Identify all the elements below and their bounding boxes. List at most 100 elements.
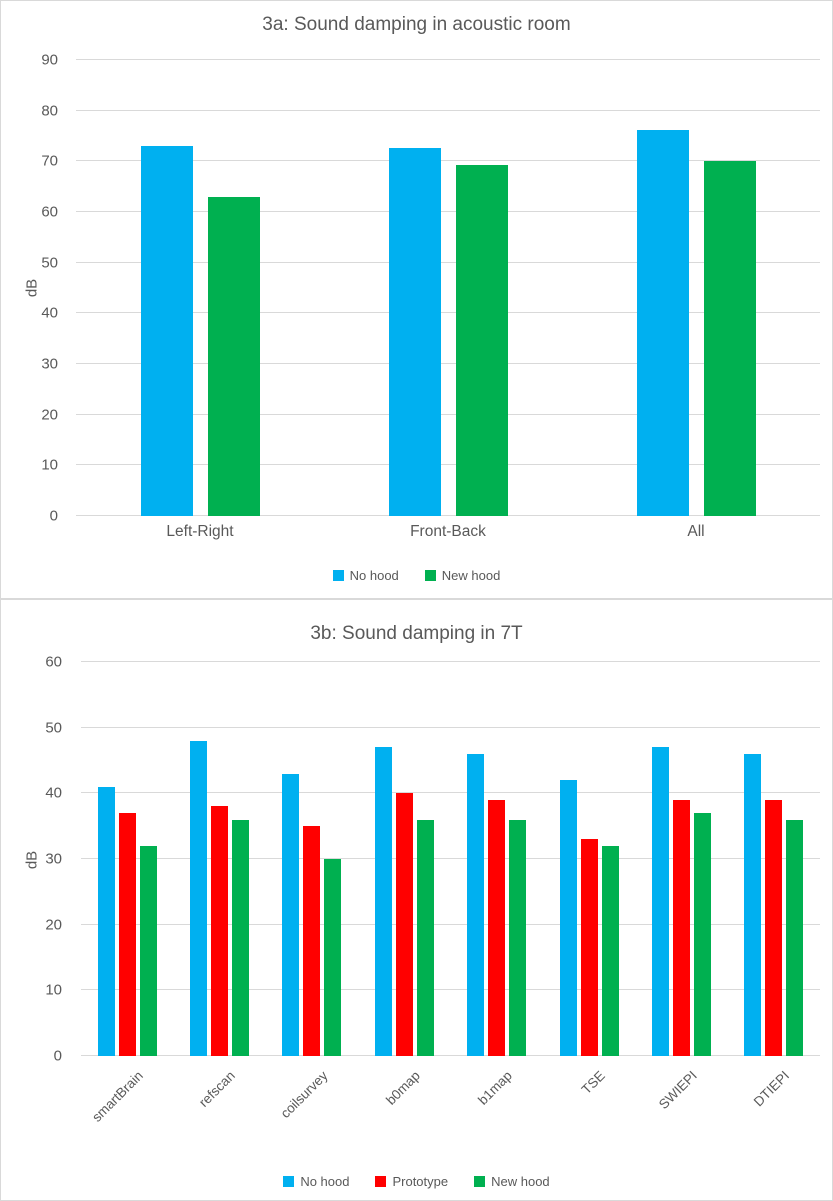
y-axis-tick-label: 50	[45, 719, 62, 737]
bar-groups	[76, 60, 820, 516]
bar	[636, 129, 689, 516]
gridline	[81, 661, 820, 662]
gridline	[76, 109, 820, 111]
bar-group	[76, 60, 324, 516]
legend: No hood Prototype New hood	[1, 1174, 832, 1189]
gridline	[76, 312, 820, 314]
y-axis-tick-label: 80	[41, 102, 58, 120]
bar	[509, 819, 527, 1056]
chart-title: 3a: Sound damping in acoustic room	[262, 14, 571, 35]
bar	[672, 799, 690, 1056]
bar	[765, 799, 783, 1056]
bar	[139, 845, 157, 1056]
legend-item: New hood	[474, 1174, 550, 1189]
gridline	[81, 1055, 820, 1056]
bar	[207, 196, 260, 516]
bar	[467, 753, 485, 1056]
x-axis-category-label-text: coilsurvey	[277, 1068, 331, 1122]
x-axis-category-label-text: refscan	[196, 1068, 239, 1110]
y-axis-tick-label: 40	[41, 304, 58, 322]
x-axis-category-label: b0map	[358, 1060, 450, 1180]
y-axis-tick-label: 90	[41, 51, 58, 69]
bar	[324, 859, 342, 1056]
y-axis-tick-label: 50	[41, 254, 58, 272]
y-axis-tick-label: 60	[45, 653, 62, 671]
bar-group	[358, 662, 450, 1056]
bar	[303, 826, 321, 1056]
x-axis-category-label-text: DTIEPI	[751, 1068, 793, 1110]
y-axis: 60 50 40 30 20 10 0	[1, 655, 71, 1064]
y-axis-tick-label: 10	[41, 456, 58, 474]
legend-label: New hood	[491, 1174, 550, 1189]
y-axis-tick-label: 0	[53, 1047, 62, 1065]
x-axis-category-label: Left-Right	[166, 523, 234, 540]
y-axis-tick-label: 20	[41, 406, 58, 424]
bar-group	[81, 662, 173, 1056]
x-axis-category-label: DTIEPI	[728, 1060, 820, 1180]
y-axis-tick-label: 20	[45, 916, 62, 934]
legend-item: No hood	[283, 1174, 349, 1189]
y-axis-tick-label: 0	[49, 507, 58, 525]
gridline	[81, 858, 820, 859]
x-axis-category-label-text: b0map	[383, 1068, 423, 1108]
y-axis-tick-label: 70	[41, 152, 58, 170]
bar	[693, 813, 711, 1056]
y-axis: 90 80 70 60 50 40 30 20 10 0	[1, 53, 67, 524]
bar	[211, 806, 229, 1056]
plot-area	[81, 661, 820, 1056]
bar-group	[173, 662, 265, 1056]
gridline	[81, 726, 820, 728]
bar	[190, 740, 208, 1056]
bar-group	[451, 662, 543, 1056]
chart-3a-panel: 3a: Sound damping in acoustic room dB 90…	[0, 0, 833, 599]
x-axis-category-label-text: smartBrain	[89, 1068, 146, 1125]
gridline	[76, 261, 820, 263]
gridline	[81, 989, 820, 991]
x-axis-category-label: All	[687, 523, 705, 540]
plot-area	[76, 59, 820, 516]
x-axis-labels: smartBrain refscan coilsurvey b0map b1map TSE…	[81, 1060, 820, 1180]
bar	[232, 819, 250, 1056]
bar	[580, 839, 598, 1056]
chart-3b-panel: 3b: Sound damping in 7T dB 60 50 40 30 20 10 0…	[0, 599, 833, 1201]
bar	[488, 799, 506, 1056]
x-axis-category-label: coilsurvey	[266, 1060, 358, 1180]
bar	[395, 793, 413, 1056]
bar	[601, 845, 619, 1056]
x-axis-category-label: TSE	[543, 1060, 635, 1180]
legend-label: New hood	[441, 568, 501, 583]
gridline	[76, 59, 820, 60]
legend-swatch	[424, 570, 436, 581]
legend-label: Prototype	[392, 1174, 449, 1189]
x-axis-category-label: SWIEPI	[635, 1060, 727, 1180]
x-axis-category-label: b1map	[451, 1060, 543, 1180]
bar-group	[572, 60, 820, 516]
legend-item: No hood	[332, 568, 399, 583]
gridline	[76, 211, 820, 213]
gridline	[81, 923, 820, 925]
gridline	[76, 515, 820, 516]
x-axis-category-label-text: SWIEPI	[656, 1068, 701, 1113]
bar	[374, 747, 392, 1056]
bar	[282, 773, 300, 1056]
y-axis-tick-label: 10	[45, 981, 62, 999]
legend-label: No hood	[300, 1174, 350, 1189]
legend-swatch	[283, 1176, 295, 1187]
bar-groups	[81, 662, 820, 1056]
bar	[140, 146, 193, 516]
legend: No hood New hood	[1, 568, 832, 583]
bar	[744, 753, 762, 1056]
bar	[651, 747, 669, 1056]
bar-group	[266, 662, 358, 1056]
x-axis-category-label: Front-Back	[410, 523, 486, 540]
y-axis-tick-label: 30	[45, 850, 62, 868]
bar	[455, 164, 508, 516]
bar	[416, 819, 434, 1056]
bar-group	[728, 662, 820, 1056]
bar	[703, 161, 756, 516]
chart-title: 3b: Sound damping in 7T	[310, 623, 523, 644]
legend-label: No hood	[349, 568, 399, 583]
bar-group	[543, 662, 635, 1056]
legend-item: Prototype	[375, 1174, 448, 1189]
